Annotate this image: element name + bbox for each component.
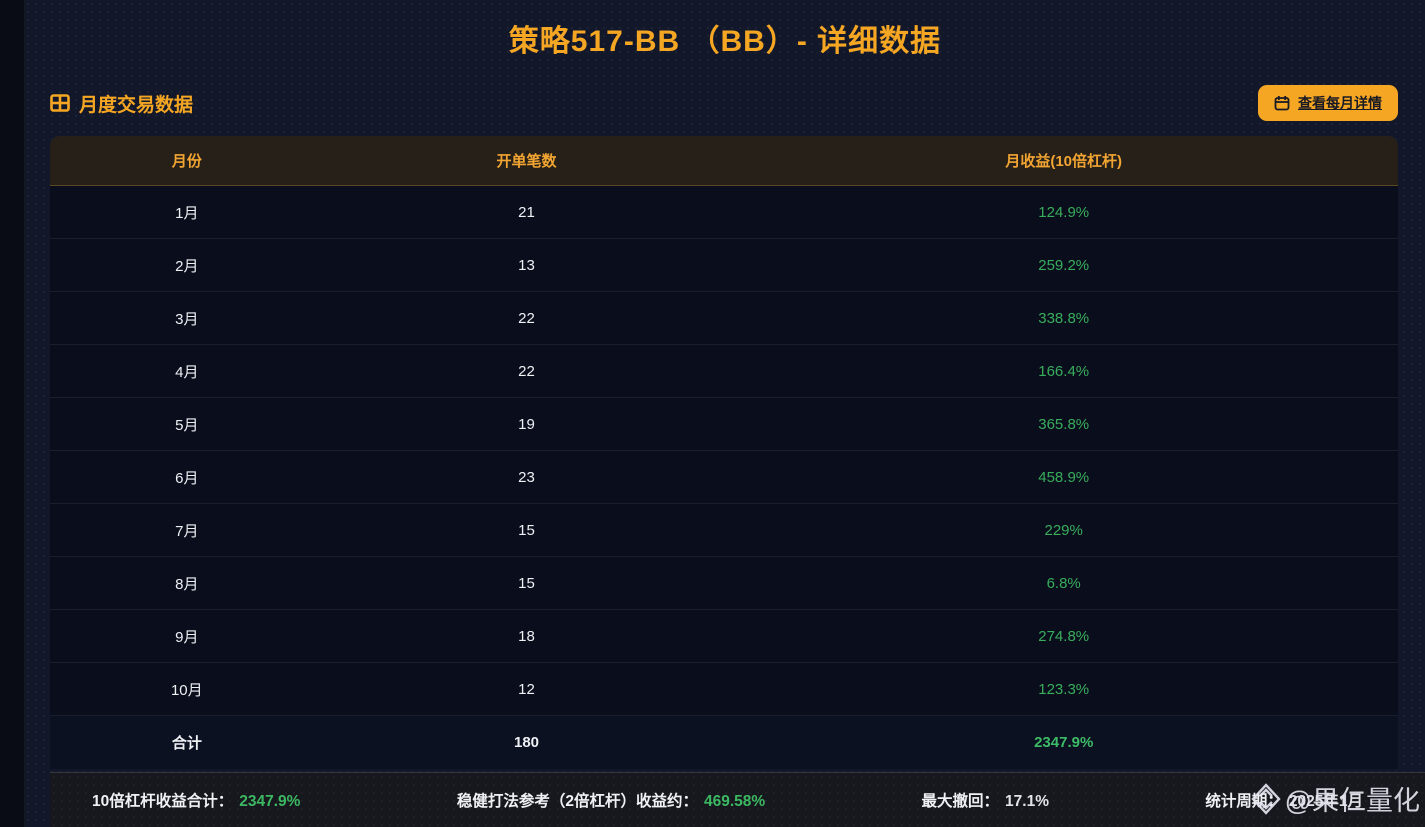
monthly-data-table: 月份 开单笔数 月收益(10倍杠杆) 1月 21 124.9% 2月 13 25… — [50, 136, 1398, 769]
return-cell: 123.3% — [729, 663, 1398, 716]
section-title: 月度交易数据 — [50, 90, 193, 117]
table-row: 9月 18 274.8% — [50, 610, 1398, 663]
month-cell: 5月 — [50, 398, 324, 451]
return-cell: 458.9% — [729, 451, 1398, 504]
table-row: 5月 19 365.8% — [50, 398, 1398, 451]
stat-value: 17.1% — [1005, 793, 1049, 810]
table-grid-icon — [50, 94, 70, 112]
total-orders-cell: 180 — [323, 716, 730, 769]
orders-cell: 21 — [323, 186, 730, 239]
month-cell: 6月 — [50, 451, 324, 504]
orders-cell: 12 — [323, 663, 730, 716]
table-row: 2月 13 259.2% — [50, 239, 1398, 292]
orders-cell: 19 — [323, 398, 730, 451]
table-header-row: 月份 开单笔数 月收益(10倍杠杆) — [50, 136, 1398, 186]
return-cell: 166.4% — [729, 345, 1398, 398]
total-return-cell: 2347.9% — [729, 716, 1398, 769]
table-row: 7月 15 229% — [50, 504, 1398, 557]
month-cell: 4月 — [50, 345, 324, 398]
orders-cell: 23 — [323, 451, 730, 504]
month-cell: 7月 — [50, 504, 324, 557]
total-month-cell: 合计 — [50, 716, 324, 769]
table-row: 10月 12 123.3% — [50, 663, 1398, 716]
table-row: 8月 15 6.8% — [50, 557, 1398, 610]
stat-total-10x-return: 10倍杠杆收益合计： 2347.9% — [92, 789, 300, 811]
calendar-icon — [1274, 95, 1290, 111]
orders-cell: 13 — [323, 239, 730, 292]
stat-label: 10倍杠杆收益合计： — [92, 793, 234, 810]
page-title: 策略517-BB （BB）- 详细数据 — [508, 25, 942, 58]
stat-label: 最大撤回： — [921, 793, 1000, 810]
month-cell: 1月 — [50, 186, 324, 239]
month-cell: 3月 — [50, 292, 324, 345]
column-header-return: 月收益(10倍杠杆) — [729, 136, 1398, 186]
table-row: 6月 23 458.9% — [50, 451, 1398, 504]
return-cell: 338.8% — [729, 292, 1398, 345]
month-cell: 9月 — [50, 610, 324, 663]
table-row: 3月 22 338.8% — [50, 292, 1398, 345]
month-cell: 2月 — [50, 239, 324, 292]
column-header-orders: 开单笔数 — [323, 136, 730, 186]
stat-value: 2025年1月 — [1288, 793, 1363, 810]
orders-cell: 22 — [323, 345, 730, 398]
return-cell: 274.8% — [729, 610, 1398, 663]
main-content: 策略517-BB （BB）- 详细数据 月度交易数据 查 — [25, 0, 1425, 827]
stat-period: 统计周期： 2025年1月 — [1205, 789, 1363, 811]
stat-value: 469.58% — [703, 793, 766, 810]
summary-footer-bar: 10倍杠杆收益合计： 2347.9% 稳健打法参考（2倍杠杆）收益约： 469.… — [50, 772, 1425, 827]
return-cell: 365.8% — [729, 398, 1398, 451]
return-cell: 259.2% — [729, 239, 1398, 292]
month-cell: 8月 — [50, 557, 324, 610]
table-total-row: 合计 180 2347.9% — [50, 716, 1398, 769]
stat-2x-reference-return: 稳健打法参考（2倍杠杆）收益约： 469.58% — [457, 789, 765, 811]
orders-cell: 15 — [323, 557, 730, 610]
orders-cell: 22 — [323, 292, 730, 345]
orders-cell: 18 — [323, 610, 730, 663]
stat-label: 统计周期： — [1205, 793, 1283, 810]
table-row: 4月 22 166.4% — [50, 345, 1398, 398]
stat-label: 稳健打法参考（2倍杠杆）收益约： — [456, 793, 698, 810]
view-monthly-details-label: 查看每月详情 — [1298, 95, 1382, 111]
month-cell: 10月 — [50, 663, 324, 716]
section-bar: 月度交易数据 查看每月详情 — [50, 85, 1398, 121]
stat-value: 2347.9% — [239, 793, 301, 810]
section-title-label: 月度交易数据 — [79, 94, 194, 116]
return-cell: 6.8% — [729, 557, 1398, 610]
orders-cell: 15 — [323, 504, 730, 557]
column-header-month: 月份 — [50, 136, 324, 186]
return-cell: 124.9% — [729, 186, 1398, 239]
stat-max-drawdown: 最大撤回： 17.1% — [922, 789, 1049, 811]
return-cell: 229% — [729, 504, 1398, 557]
table-row: 1月 21 124.9% — [50, 186, 1398, 239]
view-monthly-details-button[interactable]: 查看每月详情 — [1258, 85, 1398, 121]
left-edge-strip — [0, 0, 25, 827]
